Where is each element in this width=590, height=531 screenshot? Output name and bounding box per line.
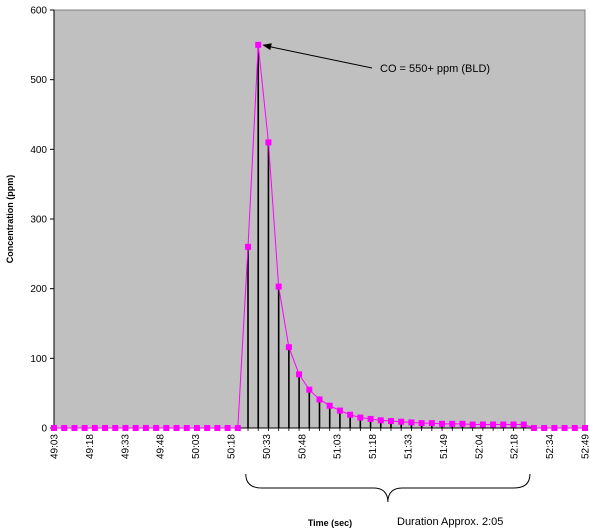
data-point [500, 421, 507, 428]
x-tick-label: 51:18 [368, 434, 379, 459]
data-point [224, 425, 231, 431]
y-tick-label: 400 [30, 145, 47, 156]
data-point [204, 425, 211, 431]
x-tick-label: 52:04 [474, 434, 485, 459]
data-point [71, 425, 78, 431]
x-axis: 49:03 49:18 49:33 49:48 50:03 50:18 50:33 50:48… [50, 427, 590, 459]
data-point [265, 139, 272, 146]
data-point [193, 425, 200, 431]
data-point [51, 425, 57, 431]
x-tick-label: 49:18 [85, 434, 96, 459]
x-tick-label: 51:49 [439, 434, 450, 459]
data-point [214, 425, 221, 431]
data-point [285, 344, 292, 351]
y-tick-label: 0 [41, 424, 47, 435]
data-point [316, 396, 323, 403]
data-point [520, 421, 527, 428]
duration-annotation: Duration Approx. 2:05 [397, 516, 503, 528]
x-tick-label: 52:34 [545, 434, 556, 459]
data-point [490, 421, 497, 428]
data-point [571, 425, 578, 431]
data-point [449, 420, 456, 427]
x-tick-label: 49:03 [50, 434, 61, 459]
data-point [469, 421, 476, 428]
data-point [183, 425, 190, 431]
x-tick-label: 49:48 [156, 434, 167, 459]
y-tick-label: 600 [30, 6, 47, 17]
x-tick-label: 52:18 [510, 434, 521, 459]
data-point [112, 425, 119, 431]
data-point [418, 420, 425, 427]
data-point [326, 402, 333, 409]
x-tick-label: 50:18 [227, 434, 238, 459]
data-point [541, 425, 548, 431]
series-markers [51, 41, 588, 431]
y-tick-label: 200 [30, 284, 47, 295]
x-tick-label: 50:48 [297, 434, 308, 459]
annotations: CO = 550+ ppm (BLD) Duration Approx. 2:0… [245, 43, 531, 528]
x-tick-label: 52:49 [581, 434, 590, 459]
y-tick-label: 300 [30, 215, 47, 226]
y-axis: 0 100 200 300 400 500 600 [30, 6, 55, 435]
data-point [377, 417, 384, 424]
data-point [234, 425, 241, 431]
data-point [275, 283, 282, 290]
data-point [408, 419, 415, 426]
peak-arrow [268, 45, 373, 69]
data-point [387, 418, 394, 425]
y-tick-label: 500 [30, 75, 47, 86]
data-point [459, 420, 466, 427]
duration-brace [245, 473, 531, 503]
y-axis-title: Concentration (ppm) [5, 175, 15, 264]
data-point [439, 420, 446, 427]
x-tick-label: 51:03 [333, 434, 344, 459]
data-point [61, 425, 68, 431]
data-point [530, 425, 537, 431]
peak-annotation: CO = 550+ ppm (BLD) [380, 63, 490, 75]
x-tick-label: 50:33 [262, 434, 273, 459]
data-point [551, 425, 558, 431]
data-point [173, 425, 180, 431]
data-point [561, 425, 568, 431]
data-point [428, 420, 435, 427]
plot-area [53, 9, 586, 429]
data-point [510, 421, 517, 428]
data-point [306, 386, 313, 393]
y-tick-label: 100 [30, 354, 47, 365]
data-point [479, 421, 486, 428]
data-point [255, 41, 262, 48]
x-tick-label: 51:33 [404, 434, 415, 459]
data-point [367, 415, 374, 422]
x-tick-label: 50:03 [191, 434, 202, 459]
data-point [245, 243, 252, 250]
data-point [91, 425, 98, 431]
x-axis-title: Time (sec) [308, 518, 352, 528]
data-point [347, 411, 354, 418]
data-point [163, 425, 170, 431]
data-point [132, 425, 139, 431]
peak-arrow-head [262, 43, 272, 51]
data-point [102, 425, 109, 431]
data-point [336, 407, 343, 414]
x-tick-label: 49:33 [120, 434, 131, 459]
data-point [296, 371, 303, 378]
data-point [142, 425, 149, 431]
data-point [582, 425, 588, 431]
data-point [398, 418, 405, 425]
data-point [153, 425, 160, 431]
data-point [357, 414, 364, 421]
data-point [81, 425, 88, 431]
data-point [122, 425, 129, 431]
